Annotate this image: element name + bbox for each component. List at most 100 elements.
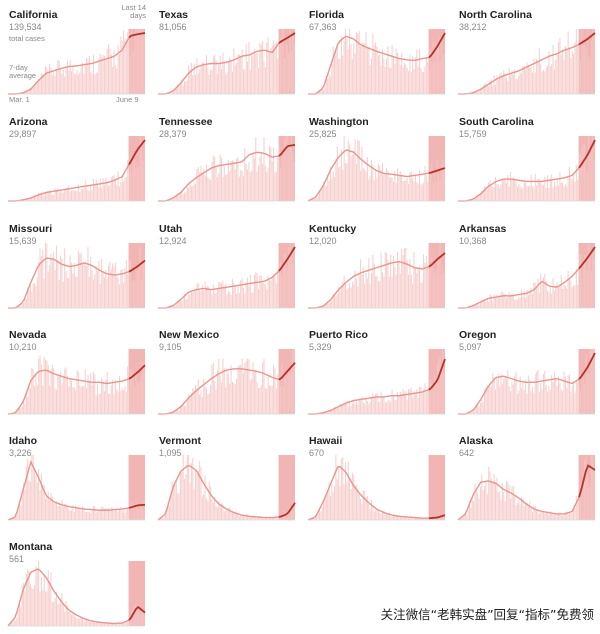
daily-case-bar (109, 185, 110, 201)
daily-case-bar (363, 490, 364, 520)
daily-case-bar (558, 376, 559, 414)
daily-case-bar (52, 603, 53, 626)
daily-case-bar (283, 263, 284, 308)
daily-case-bar (581, 279, 582, 308)
state-name: Missouri (9, 223, 52, 235)
daily-case-bar (270, 147, 271, 201)
daily-case-bar (45, 66, 46, 94)
daily-case-bar (183, 194, 184, 201)
daily-case-bar (231, 295, 232, 308)
daily-case-bar (94, 75, 95, 94)
daily-case-bar (430, 264, 431, 308)
daily-case-bar (528, 376, 529, 414)
daily-case-bar (574, 182, 575, 201)
state-total-cases: 10,210 (9, 342, 37, 352)
daily-case-bar (228, 374, 229, 414)
daily-case-bar (216, 293, 217, 308)
daily-case-bar (346, 290, 347, 308)
daily-case-bar (90, 513, 91, 520)
daily-case-bar (382, 49, 383, 94)
daily-case-bar (412, 398, 413, 414)
daily-case-bar (93, 622, 94, 626)
daily-case-bar (52, 258, 53, 308)
daily-case-bar (200, 291, 201, 308)
daily-case-bar (59, 280, 60, 308)
daily-case-bar (550, 287, 551, 308)
daily-case-bar (78, 372, 79, 414)
daily-case-bar (547, 175, 548, 201)
daily-case-bar (558, 286, 559, 308)
daily-case-bar (198, 380, 199, 414)
daily-case-bar (288, 369, 289, 414)
daily-case-bar (408, 184, 409, 201)
daily-case-bar (574, 43, 575, 94)
daily-case-bar (573, 173, 574, 201)
daily-case-bar (248, 162, 249, 201)
daily-case-bar (344, 136, 345, 201)
daily-case-bar (505, 179, 506, 201)
daily-case-bar (63, 193, 64, 201)
daily-case-bar (444, 55, 445, 94)
daily-case-bar (520, 72, 521, 94)
daily-case-bar (506, 379, 507, 414)
daily-case-bar (79, 618, 80, 626)
daily-case-bar (57, 506, 58, 520)
daily-case-bar (367, 278, 368, 308)
daily-case-bar (242, 516, 243, 520)
daily-case-bar (424, 166, 425, 201)
daily-case-bar (370, 284, 371, 308)
daily-case-bar (356, 278, 357, 308)
daily-case-bar (502, 384, 503, 414)
daily-case-bar (71, 190, 72, 201)
daily-case-bar (285, 512, 286, 520)
daily-case-bar (361, 43, 362, 94)
daily-case-bar (140, 508, 141, 520)
daily-case-bar (563, 372, 564, 414)
daily-case-bar (561, 516, 562, 520)
daily-case-bar (513, 177, 514, 201)
daily-case-bar (557, 53, 558, 94)
daily-case-bar (224, 61, 225, 94)
daily-case-bar (131, 29, 132, 94)
state-total-cases: 139,534 (9, 22, 42, 32)
daily-case-bar (368, 404, 369, 414)
daily-case-bar (279, 44, 280, 94)
daily-case-bar (243, 69, 244, 94)
daily-case-bar (53, 195, 54, 201)
daily-case-bar (579, 386, 580, 414)
daily-case-bar (290, 29, 291, 94)
daily-case-bar (476, 489, 477, 520)
daily-case-bar (505, 378, 506, 414)
daily-case-bar (568, 176, 569, 201)
daily-case-bar (544, 274, 545, 308)
daily-case-bar (40, 592, 41, 626)
daily-case-bar (144, 136, 145, 201)
daily-case-bar (124, 513, 125, 520)
daily-case-bar (442, 349, 443, 414)
daily-case-bar (55, 188, 56, 201)
daily-case-bar (392, 390, 393, 414)
daily-case-bar (41, 578, 42, 626)
daily-case-bar (583, 377, 584, 414)
daily-case-bar (548, 51, 549, 94)
daily-case-bar (433, 183, 434, 201)
daily-case-bar (585, 49, 586, 94)
daily-case-bar (438, 174, 439, 201)
daily-case-bar (492, 482, 493, 520)
daily-case-bar (283, 151, 284, 201)
daily-case-bar (48, 272, 49, 308)
daily-case-bar (591, 40, 592, 94)
daily-case-bar (577, 382, 578, 414)
daily-case-bar (181, 472, 182, 520)
daily-case-bar (500, 500, 501, 520)
daily-case-bar (581, 374, 582, 414)
daily-case-bar (195, 291, 196, 308)
daily-case-bar (353, 399, 354, 414)
daily-case-bar (555, 186, 556, 201)
state-name: Idaho (9, 435, 37, 447)
daily-case-bar (390, 177, 391, 201)
daily-case-bar (213, 363, 214, 414)
daily-case-bar (237, 157, 238, 201)
daily-case-bar (231, 61, 232, 94)
daily-case-bar (392, 178, 393, 201)
